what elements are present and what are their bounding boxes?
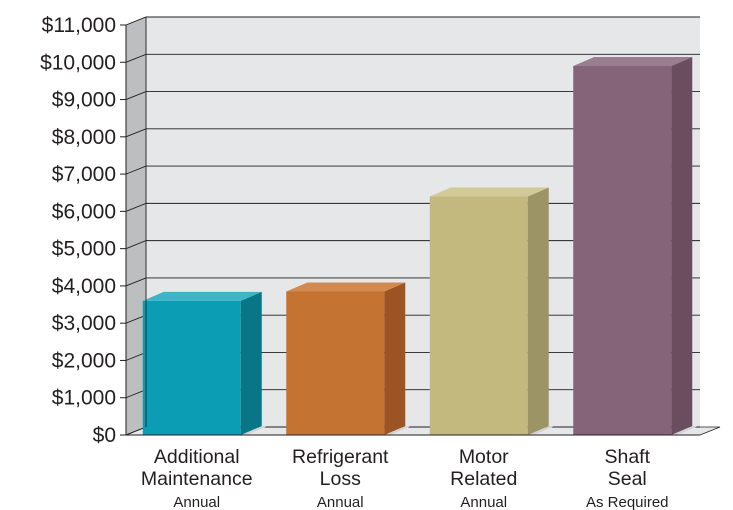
x-tick-label: Seal bbox=[608, 468, 647, 490]
bar-top bbox=[142, 291, 262, 301]
y-tick-label: $10,000 bbox=[40, 51, 116, 74]
bar-side bbox=[240, 291, 262, 435]
bar-front bbox=[573, 66, 672, 435]
y-tick-label: $11,000 bbox=[42, 14, 116, 37]
y-tick-label: $0 bbox=[93, 424, 116, 447]
bar-3 bbox=[429, 187, 555, 435]
y-tick-label: $7,000 bbox=[52, 163, 116, 186]
bar-1 bbox=[142, 291, 268, 435]
bar-top bbox=[286, 282, 406, 292]
bar-side bbox=[671, 57, 693, 435]
side-wall bbox=[126, 17, 146, 435]
x-tick-label: Loss bbox=[320, 468, 361, 490]
bar-side bbox=[527, 187, 549, 435]
bars-group bbox=[142, 57, 699, 435]
y-tick-label: $4,000 bbox=[52, 275, 116, 298]
bar-4 bbox=[573, 57, 699, 435]
bar-2 bbox=[286, 282, 412, 435]
bar-shadow bbox=[527, 426, 555, 435]
bar-top bbox=[429, 187, 549, 197]
x-tick-sublabel: Annual bbox=[460, 494, 507, 510]
y-tick-label: $3,000 bbox=[52, 312, 116, 335]
bar-front bbox=[142, 300, 241, 435]
y-tick-label: $8,000 bbox=[52, 126, 116, 149]
bar-shadow bbox=[671, 426, 699, 435]
bar-front bbox=[429, 196, 528, 435]
x-tick-sublabel: Annual bbox=[317, 494, 364, 510]
x-tick-label: Shaft bbox=[604, 446, 650, 468]
bar-side bbox=[384, 282, 406, 435]
x-tick-sublabel: Annual bbox=[173, 494, 220, 510]
x-tick-label: Maintenance bbox=[141, 468, 253, 490]
y-axis: $0 $1,000 $2,000 $3,000 $4,000 $5,000 $6,000 $7… bbox=[40, 14, 700, 447]
x-tick-label: Refrigerant bbox=[292, 446, 389, 468]
x-tick-sublabel: As Required bbox=[586, 494, 669, 510]
x-tick-label: Additional bbox=[154, 446, 240, 468]
y-tick-label: $1,000 bbox=[52, 387, 116, 410]
x-tick-label: Related bbox=[450, 468, 517, 490]
y-tick-label: $5,000 bbox=[52, 238, 116, 261]
x-tick-label: Motor bbox=[459, 446, 509, 468]
bar-front bbox=[286, 291, 385, 435]
y-tick-label: $6,000 bbox=[52, 200, 116, 223]
y-tick-label: $2,000 bbox=[52, 349, 116, 372]
bar-shadow bbox=[240, 426, 268, 435]
y-tick-label: $9,000 bbox=[52, 89, 116, 112]
bar-shadow bbox=[384, 426, 412, 435]
bar-top bbox=[573, 57, 693, 66]
